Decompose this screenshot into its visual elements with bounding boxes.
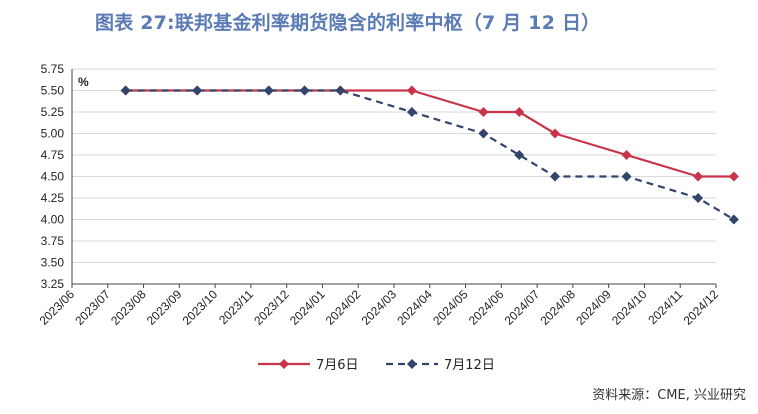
legend-item-1: 7月12日 <box>386 358 495 373</box>
x-tick-label-16: 2024/10 <box>609 287 650 328</box>
series-1-point-5 <box>406 107 417 117</box>
series-1-point-9 <box>621 171 632 182</box>
series-0-point-10 <box>693 171 704 182</box>
series-1-point-3 <box>299 85 310 96</box>
series-1-point-4 <box>335 85 346 96</box>
y-tick-label-0: 5.75 <box>41 62 65 76</box>
series-1-point-2 <box>263 85 274 96</box>
series-0-point-9 <box>621 150 632 160</box>
x-tick-label-12: 2024/06 <box>466 287 507 328</box>
series-markers <box>120 85 739 225</box>
chart-title: 图表 27:联邦基金利率期货隐含的利率中枢（7 月 12 日） <box>95 12 601 34</box>
series-1-point-1 <box>192 85 203 96</box>
series-1-point-8 <box>550 171 560 182</box>
series-1-point-10 <box>693 193 704 203</box>
legend: 7月6日 7月12日 <box>258 358 495 373</box>
series-0-point-11 <box>728 171 739 182</box>
series-0-point-6 <box>478 107 489 117</box>
series-0-point-8 <box>550 128 560 139</box>
y-tick-label-2: 5.25 <box>41 105 65 119</box>
x-tick-label-1: 2023/07 <box>72 287 113 328</box>
y-tick-label-3: 5.00 <box>41 127 65 141</box>
y-tick-label-1: 5.50 <box>41 84 65 98</box>
series-1-point-7 <box>514 150 525 160</box>
legend-label-1: 7月12日 <box>444 358 495 373</box>
y-tick-label-9: 3.50 <box>41 256 65 270</box>
axes <box>71 69 717 288</box>
y-tick-label-5: 4.50 <box>41 170 65 184</box>
gridlines <box>72 68 716 285</box>
series-lines <box>125 89 735 221</box>
x-tick-label-11: 2024/05 <box>430 287 471 328</box>
x-tick-label-2: 2023/08 <box>108 287 149 328</box>
series-0-point-5 <box>406 85 417 96</box>
x-tick-label-4: 2023/10 <box>180 287 221 328</box>
y-tick-label-8: 3.75 <box>41 234 65 248</box>
x-tick-label-7: 2024/01 <box>287 287 328 328</box>
x-tick-label-18: 2024/12 <box>681 287 722 328</box>
x-tick-label-0: 2023/06 <box>37 287 78 328</box>
x-tick-labels: 2023/062023/072023/082023/092023/102023/… <box>37 287 722 328</box>
source-note: 资料来源：CME, 兴业研究 <box>592 388 746 403</box>
y-tick-label-4: 4.75 <box>41 148 65 162</box>
legend-label-0: 7月6日 <box>316 358 359 373</box>
y-tick-label-10: 3.25 <box>41 277 65 291</box>
series-1-point-0 <box>120 85 131 96</box>
x-tick-label-8: 2024/02 <box>323 287 364 328</box>
x-tick-label-15: 2024/09 <box>573 287 614 328</box>
legend-marker-1 <box>407 359 417 369</box>
series-1-point-6 <box>478 128 489 139</box>
legend-marker-0 <box>279 359 289 369</box>
x-tick-label-3: 2023/09 <box>144 287 185 328</box>
series-line-1 <box>125 89 735 221</box>
y-unit-label: % <box>78 75 89 89</box>
x-tick-label-13: 2024/07 <box>502 287 543 328</box>
series-1-point-11 <box>728 214 739 225</box>
y-tick-label-7: 4.00 <box>41 213 65 227</box>
x-tick-label-6: 2023/12 <box>251 287 292 328</box>
x-tick-label-17: 2024/11 <box>645 287 685 327</box>
x-tick-label-14: 2024/08 <box>537 287 578 328</box>
y-tick-label-6: 4.25 <box>41 191 65 205</box>
y-tick-labels: 5.75 5.50 5.25 5.00 4.75 4.50 4.25 4.00 3.75 3.50… <box>41 62 65 291</box>
x-tick-label-9: 2024/03 <box>359 287 400 328</box>
legend-item-0: 7月6日 <box>258 358 359 373</box>
series-0-point-7 <box>514 107 525 117</box>
x-tick-label-10: 2024/04 <box>394 287 435 328</box>
series-line-0 <box>125 89 734 178</box>
x-tick-label-5: 2023/11 <box>216 287 256 327</box>
